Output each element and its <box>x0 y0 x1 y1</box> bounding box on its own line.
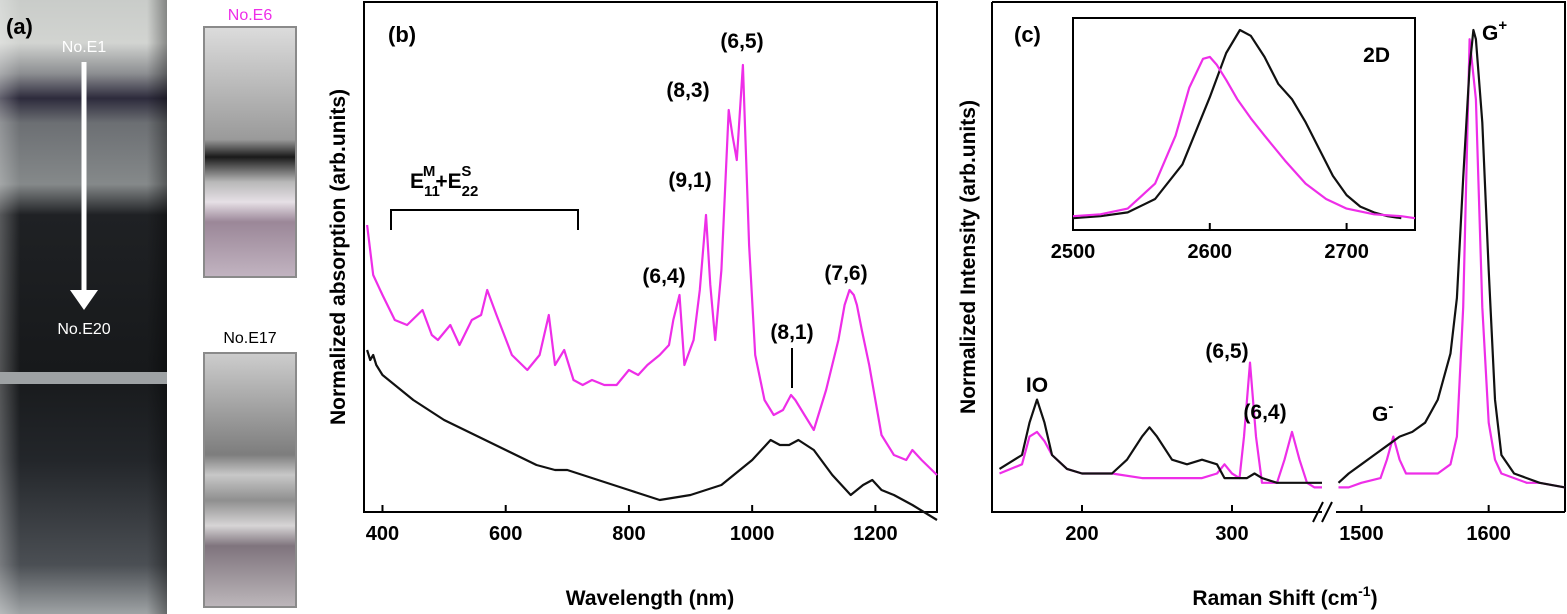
absorption-x-tick-label: 800 <box>612 523 645 545</box>
raman-line-low-noe6 <box>999 361 1322 489</box>
band-label-6-5: (6,5) <box>1205 340 1248 363</box>
raman-line-low-noe17 <box>998 398 1322 484</box>
bracket-label: E11M+E22S <box>410 163 478 200</box>
inset-x-tick-label: 2500 <box>1051 241 1096 263</box>
raman-x-tick-label: 1500 <box>1339 523 1384 545</box>
peak-label-6-5: (6,5) <box>720 30 763 53</box>
absorption-x-tick-label: 1200 <box>853 523 898 545</box>
peak-label-7-6: (7,6) <box>824 262 867 285</box>
inset-2d-frame <box>1072 17 1416 231</box>
band-label-g-plus: G+ <box>1482 17 1507 45</box>
absorption-line-noe6 <box>366 63 938 476</box>
panel-b-label: (b) <box>388 22 416 47</box>
cuvette-top-label: No.E6 <box>228 7 273 24</box>
tube-holder-rod <box>0 372 167 384</box>
panel-a-label: (a) <box>6 14 33 39</box>
gradient-arrow-head <box>70 290 98 310</box>
inset-x-tick-label: 2700 <box>1324 241 1369 263</box>
panel-c-label: (c) <box>1014 22 1041 47</box>
raman-x-tick-label: 200 <box>1065 523 1098 545</box>
absorption-line-noe17 <box>366 349 938 521</box>
band-label-io: IO <box>1026 374 1048 397</box>
cuvette-e6-frame <box>203 26 297 278</box>
peak-label-6-4: (6,4) <box>642 265 685 288</box>
inset-x-ticks: 2500 2600 2700 <box>1051 223 1369 263</box>
panel-c: 200 300 1500 1600 (c) Raman Shift (cm-1) No… <box>957 1 1566 610</box>
raman-plot-frame <box>991 1 1566 513</box>
cuvette-bottom-label: No.E17 <box>223 330 276 347</box>
peak-label-8-3: (8,3) <box>666 79 709 102</box>
absorption-x-tick-label: 1000 <box>730 523 775 545</box>
raman-line-high-noe6 <box>1338 38 1566 489</box>
inset-2d-label: 2D <box>1363 44 1390 67</box>
raman-x-ticks: 200 300 1500 1600 <box>1065 505 1511 545</box>
peak-label-9-1: (9,1) <box>668 169 711 192</box>
absorption-x-ticks: 400 600 800 1000 1200 <box>366 505 898 545</box>
raman-line-high-noe17 <box>1337 28 1566 489</box>
inset-line-noe6 <box>1072 55 1416 220</box>
absorption-series <box>366 63 938 521</box>
axis-break-mark <box>1312 501 1333 523</box>
tube-bottom-label: No.E20 <box>57 321 110 338</box>
absorption-y-axis-label: Normalized absorption (arb.units) <box>327 89 350 425</box>
inset-series <box>1072 28 1416 220</box>
absorption-x-tick-label: 600 <box>489 523 522 545</box>
band-label-g-minus: G- <box>1372 398 1393 426</box>
panel-a: (a) No.E1 No.E20 No.E6 No.E17 <box>0 0 297 614</box>
inset-line-noe17 <box>1072 28 1402 220</box>
absorption-plot-frame <box>363 1 938 513</box>
raman-series <box>998 28 1566 489</box>
raman-x-tick-label: 300 <box>1215 523 1248 545</box>
inset-x-tick-label: 2600 <box>1188 241 1233 263</box>
peak-label-8-1: (8,1) <box>770 321 813 344</box>
absorption-x-axis-label: Wavelength (nm) <box>566 587 734 610</box>
panel-b: 400 600 800 1000 1200 (b) Wavelength (nm) No… <box>327 1 938 610</box>
raman-x-axis-label: Raman Shift (cm-1) <box>1192 583 1377 610</box>
tube-top-label: No.E1 <box>62 39 107 56</box>
band-label-6-4: (6,4) <box>1243 401 1286 424</box>
raman-y-axis-label: Normalized Intensity (arb.units) <box>957 100 980 414</box>
raman-x-tick-label: 1600 <box>1466 523 1511 545</box>
metallic-bracket <box>390 209 579 230</box>
cuvette-e17-photo <box>204 353 296 607</box>
cuvette-e17-frame <box>203 352 297 608</box>
cuvette-e6-photo <box>204 27 296 277</box>
absorption-x-tick-label: 400 <box>366 523 399 545</box>
